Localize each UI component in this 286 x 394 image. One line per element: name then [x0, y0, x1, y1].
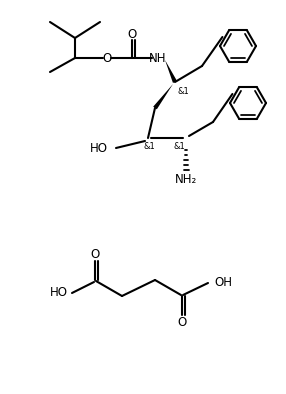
Text: OH: OH — [214, 277, 232, 290]
Text: O: O — [177, 316, 187, 329]
Text: O: O — [102, 52, 112, 65]
Text: O: O — [127, 28, 137, 41]
Text: &1: &1 — [174, 141, 186, 151]
Text: &1: &1 — [178, 87, 190, 95]
Text: NH: NH — [149, 52, 167, 65]
Polygon shape — [153, 84, 173, 110]
Text: HO: HO — [90, 141, 108, 154]
Polygon shape — [165, 60, 177, 83]
Text: HO: HO — [50, 286, 68, 299]
Text: &1: &1 — [143, 141, 155, 151]
Text: NH₂: NH₂ — [175, 173, 197, 186]
Text: O: O — [90, 249, 100, 262]
